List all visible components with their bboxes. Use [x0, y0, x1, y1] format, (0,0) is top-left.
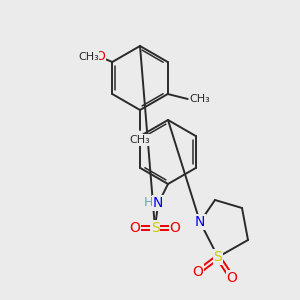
- Text: O: O: [226, 271, 237, 285]
- Text: O: O: [95, 50, 105, 64]
- Text: N: N: [195, 215, 205, 229]
- Text: O: O: [130, 221, 140, 235]
- Text: O: O: [193, 265, 203, 279]
- Text: H: H: [143, 196, 153, 209]
- Text: CH₃: CH₃: [78, 52, 99, 62]
- Text: CH₃: CH₃: [130, 135, 150, 145]
- Text: N: N: [153, 196, 163, 210]
- Text: S: S: [214, 250, 222, 264]
- Text: CH₃: CH₃: [189, 94, 210, 104]
- Text: S: S: [151, 221, 159, 235]
- Text: O: O: [169, 221, 180, 235]
